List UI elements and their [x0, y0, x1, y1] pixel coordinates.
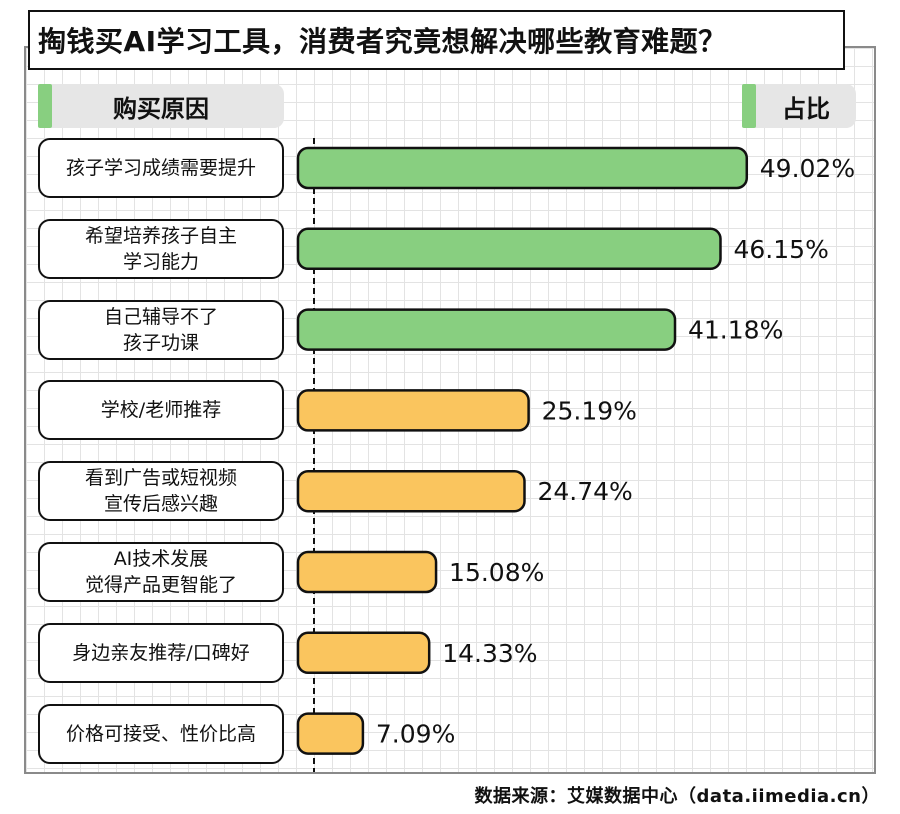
bar	[296, 146, 749, 190]
category-label: 自己辅导不了 孩子功课	[38, 299, 284, 360]
category-label: AI技术发展 觉得产品更智能了	[38, 542, 284, 602]
value-label: 49.02%	[760, 154, 855, 183]
category-label: 希望培养孩子自主 学习能力	[38, 218, 284, 279]
data-source: 数据来源：艾媒数据中心（data.iimedia.cn）	[474, 786, 880, 807]
reason-header-label: 购买原因	[113, 94, 209, 123]
category-label-text: 价格可接受、性价比高	[65, 722, 256, 745]
bar	[296, 469, 526, 513]
category-label: 学校/老师推荐	[38, 380, 284, 441]
category-label-text: AI技术发展 觉得产品更智能了	[84, 548, 237, 596]
category-label: 价格可接受、性价比高	[38, 703, 284, 764]
value-label: 7.09%	[376, 720, 455, 749]
category-label: 身边亲友推荐/口碑好	[38, 622, 284, 683]
header-accent-bar	[38, 84, 52, 128]
value-label: 24.74%	[537, 477, 632, 506]
category-label-text: 希望培养孩子自主 学习能力	[84, 224, 237, 273]
reason-header: 购买原因	[38, 84, 284, 128]
bar	[296, 227, 722, 271]
category-label-text: 自己辅导不了 孩子功课	[103, 305, 218, 354]
category-label-text: 看到广告或短视频 宣传后感兴趣	[84, 467, 237, 516]
value-label: 25.19%	[542, 396, 637, 425]
value-label: 46.15%	[734, 235, 829, 264]
category-label-text: 身边亲友推荐/口碑好	[72, 641, 250, 664]
value-label: 14.33%	[442, 639, 537, 668]
bar	[296, 631, 431, 675]
bar	[296, 389, 530, 432]
category-label: 看到广告或短视频 宣传后感兴趣	[38, 461, 284, 522]
value-label: 41.18%	[688, 316, 783, 345]
value-label: 15.08%	[449, 558, 544, 587]
header-accent-bar	[742, 84, 756, 128]
bar	[296, 550, 438, 594]
ratio-header: 占比	[742, 84, 856, 128]
category-label-text: 孩子学习成绩需要提升	[65, 157, 256, 179]
category-label-text: 学校/老师推荐	[100, 399, 222, 422]
bar	[296, 308, 677, 351]
category-label: 孩子学习成绩需要提升	[38, 138, 284, 198]
chart-title: 掏钱买AI学习工具，消费者究竟想解决哪些教育难题？	[28, 10, 845, 70]
ratio-header-label: 占比	[782, 94, 830, 123]
bar	[296, 712, 365, 755]
